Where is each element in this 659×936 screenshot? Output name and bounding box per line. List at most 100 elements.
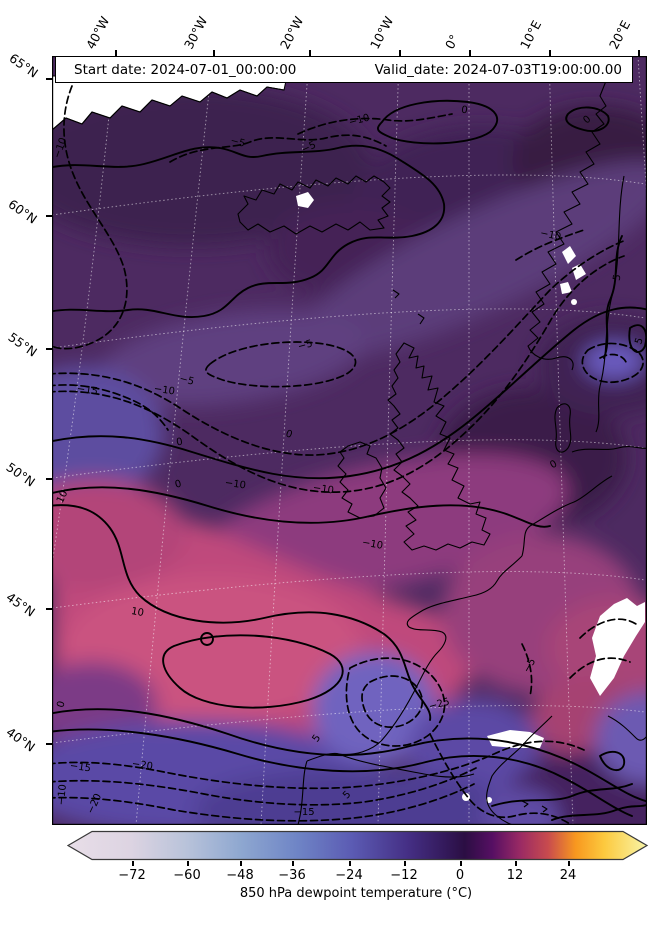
left-axis-label: 60°N [5, 196, 40, 227]
left-axis-tick [46, 478, 52, 480]
colorbar-tick-label: 24 [559, 868, 577, 883]
iceland-glacier [296, 192, 314, 208]
date-annotation-box: Start date: 2024-07-01_00:00:00 Valid_da… [55, 56, 633, 83]
colorbar-tick-label: −60 [173, 868, 201, 883]
iceland-coast [237, 175, 391, 235]
contour-label: −10 [361, 537, 384, 551]
left-axis-label: 45°N [3, 589, 38, 620]
contour-label: −10 [539, 228, 562, 243]
top-axis-tick [638, 50, 640, 56]
colorbar-tick [404, 861, 406, 866]
denmark-coast [554, 403, 572, 453]
contour-labels: −10 −5 −5 −10 0 0 −10 5 −5 0 −15 −10 −5 … [52, 105, 646, 818]
colorbar-tick-label: −72 [118, 868, 146, 883]
top-axis-label: 20°W [276, 14, 307, 52]
contour-label: 0 [460, 105, 468, 117]
left-axis-label: 50°N [3, 459, 38, 490]
contour-label: −5 [229, 135, 246, 149]
coastlines [52, 75, 647, 825]
graticule [52, 56, 647, 825]
contour-label: 10 [55, 489, 70, 505]
valid-date-label: Valid_date: 2024-07-03T19:00:00.00 [374, 61, 622, 78]
colorbar-tick-label: −48 [226, 868, 254, 883]
contour-label: 5 [633, 336, 646, 346]
colorbar-tick [515, 861, 517, 866]
top-axis-tick [549, 50, 551, 56]
norway-coast [527, 75, 609, 371]
colorbar-tick [568, 861, 570, 866]
top-axis-tick [309, 50, 311, 56]
left-axis-label: 55°N [5, 329, 40, 360]
start-date-label: Start date: 2024-07-01_00:00:00 [74, 61, 297, 78]
left-axis-tick [46, 743, 52, 745]
contour-label: −10 [348, 113, 371, 129]
colorbar-tick-label: 12 [506, 868, 524, 883]
left-axis-tick [46, 608, 52, 610]
contour-label: −5 [297, 338, 314, 352]
contour-label: −15 [293, 807, 314, 818]
top-axis-label: 30°W [180, 14, 211, 52]
france-atlantic-coast [338, 555, 523, 755]
spain-east-coast [486, 715, 553, 825]
colorbar [67, 830, 649, 861]
pyrenees-ice [487, 730, 544, 748]
ice-dot [462, 793, 470, 801]
colorbar-tick [240, 861, 242, 866]
portugal-coast [297, 760, 308, 825]
contour-label: −10 [224, 478, 246, 492]
colorbar-tick-label: −24 [335, 868, 363, 883]
colorbar-tick [349, 861, 351, 866]
top-axis-tick [469, 50, 471, 56]
contour-label: 0 [284, 428, 294, 441]
liguria-coast [607, 715, 647, 741]
colorbar-tick [187, 861, 189, 866]
colorbar-tick-label: 0 [455, 868, 465, 883]
colorbar-gradient-bar [67, 830, 649, 861]
top-axis-label: 40°W [82, 14, 113, 52]
colorbar-title: 850 hPa dewpoint temperature (°C) [239, 886, 473, 901]
contour-label: −15 [76, 384, 98, 398]
contour-label: −25 [428, 697, 451, 713]
contour-label: −15 [69, 761, 91, 775]
top-axis-tick [213, 50, 215, 56]
contour-label: −10 [56, 784, 69, 806]
greenland-coast [52, 86, 285, 131]
top-axis-label: 20°E [605, 17, 634, 52]
top-axis-label: 10°E [516, 17, 545, 52]
contour-label: 5 [311, 733, 324, 745]
left-axis-label: 40°N [3, 724, 38, 755]
left-axis-tick [46, 78, 52, 80]
colorbar-tick [460, 861, 462, 866]
contour-label: −10 [312, 483, 334, 497]
contour-label: −20 [131, 759, 153, 773]
colorbar-tick-label: −36 [278, 868, 306, 883]
top-axis-tick [115, 50, 117, 56]
contour-label: 0 [548, 458, 559, 471]
colorbar-tick-label: −12 [390, 868, 418, 883]
german-baltic-coast [571, 446, 647, 453]
shetland-islands [417, 313, 425, 325]
contour-label: 10 [130, 606, 144, 619]
contour-label: 0 [174, 478, 183, 490]
contour-label: 0 [581, 114, 593, 127]
left-axis-label: 65°N [6, 50, 41, 81]
great-britain-coast [387, 342, 491, 551]
balearic-islands [521, 800, 548, 813]
colorbar-tick [132, 861, 134, 866]
contour-label: −10 [153, 384, 175, 398]
contour-label: 0 [55, 700, 67, 709]
colorbar-tick [292, 861, 294, 866]
contour-label: −5 [178, 373, 195, 387]
faroe-islands [392, 289, 400, 299]
dewpoint-field-shading [52, 86, 647, 825]
top-axis-label: 0° [441, 31, 462, 52]
left-axis-tick [46, 215, 52, 217]
top-axis-label: 10°W [366, 14, 397, 52]
map-canvas: −10 −5 −5 −10 0 0 −10 5 −5 0 −15 −10 −5 … [52, 56, 647, 825]
contour-label: 5 [612, 273, 624, 281]
top-axis-tick [399, 50, 401, 56]
map-panel: −10 −5 −5 −10 0 0 −10 5 −5 0 −15 −10 −5 … [52, 56, 647, 825]
left-axis-tick [46, 348, 52, 350]
contours-dashed [52, 85, 644, 825]
